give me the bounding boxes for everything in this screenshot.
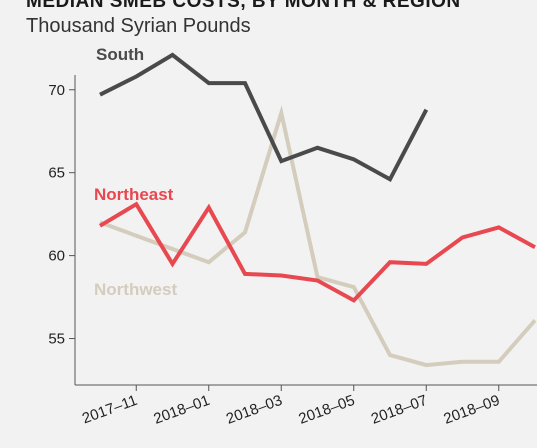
x-tick-label: 2018–09 — [441, 392, 502, 428]
series-label-northeast: Northeast — [94, 185, 174, 204]
chart-subtitle: Thousand Syrian Pounds — [26, 15, 251, 37]
series-line-south — [99, 52, 429, 183]
x-tick-label: 2017–11 — [80, 392, 140, 428]
series-line-northeast — [98, 201, 536, 303]
x-tick-label: 2018–05 — [296, 392, 357, 428]
x-tick-label: 2018–03 — [224, 392, 285, 428]
series-label-northwest: Northwest — [94, 280, 177, 299]
y-tick-label: 55 — [48, 331, 65, 348]
series-label-south: South — [96, 45, 144, 64]
y-tick-label: 70 — [48, 82, 65, 99]
x-axis: 2017–11 2018–01 2018–03 2018–05 2018–07 2018–… — [75, 384, 537, 428]
x-tick-label: 2018–07 — [369, 392, 430, 428]
y-axis: 55 60 65 70 — [48, 75, 76, 385]
series-line-northwest — [99, 105, 537, 368]
y-tick-label: 60 — [48, 248, 65, 265]
series-labels: South Northeast Northwest — [94, 45, 177, 299]
series-lines — [98, 52, 537, 368]
y-tick-label: 65 — [48, 165, 65, 182]
x-tick-label: 2018–01 — [151, 392, 212, 428]
chart-title: MEDIAN SMEB COSTS, BY MONTH & REGION — [26, 0, 461, 12]
